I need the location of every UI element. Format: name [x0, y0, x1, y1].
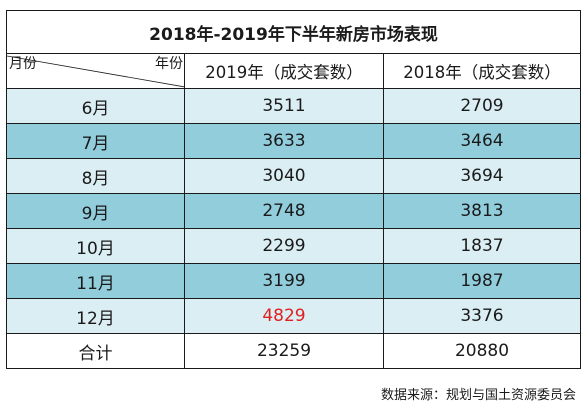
month-cell: 9月 — [6, 193, 185, 229]
table-row: 6月 3511 2709 — [6, 88, 581, 124]
value-2019-cell: 3199 — [184, 263, 384, 299]
total-2019-cell: 23259 — [184, 333, 384, 369]
value-2018-cell: 1837 — [383, 228, 581, 264]
value-2018-cell: 3694 — [383, 158, 581, 194]
value-2019-cell: 2299 — [184, 228, 384, 264]
table-row: 8月 3040 3694 — [6, 158, 581, 194]
month-cell: 11月 — [6, 263, 185, 299]
value-2019-cell: 3511 — [184, 88, 384, 124]
month-cell: 6月 — [6, 88, 185, 124]
month-cell: 12月 — [6, 298, 185, 334]
value-2019-cell: 3633 — [184, 123, 384, 159]
table-title: 2018年-2019年下半年新房市场表现 — [6, 10, 581, 54]
corner-cell: 月份 年份 — [6, 53, 185, 89]
total-label: 合计 — [6, 333, 185, 369]
table-row: 11月 3199 1987 — [6, 263, 581, 299]
value-2019-cell: 3040 — [184, 158, 384, 194]
value-2018-cell: 3376 — [383, 298, 581, 334]
value-2018-cell: 2709 — [383, 88, 581, 124]
table-row: 7月 3633 3464 — [6, 123, 581, 159]
value-2019-cell: 2748 — [184, 193, 384, 229]
corner-diagonal — [7, 55, 184, 88]
housing-sales-table: 2018年-2019年下半年新房市场表现 月份 年份 2019年（成交套数） 2… — [6, 10, 581, 369]
value-2018-cell: 3464 — [383, 123, 581, 159]
table-row: 12月 4829 3376 — [6, 298, 581, 334]
month-cell: 8月 — [6, 158, 185, 194]
total-2018-cell: 20880 — [383, 333, 581, 369]
month-cell: 10月 — [6, 228, 185, 264]
corner-row-label: 月份 — [9, 56, 37, 72]
value-2018-cell: 1987 — [383, 263, 581, 299]
value-2018-cell: 3813 — [383, 193, 581, 229]
column-header-2018: 2018年（成交套数） — [383, 53, 581, 89]
column-header-2019: 2019年（成交套数） — [184, 53, 384, 89]
total-row: 合计 23259 20880 — [6, 333, 581, 369]
header-row: 月份 年份 2019年（成交套数） 2018年（成交套数） — [6, 53, 581, 89]
data-source-note: 数据来源：规划与国土资源委员会 — [380, 388, 576, 403]
table-row: 9月 2748 3813 — [6, 193, 581, 229]
table-row: 10月 2299 1837 — [6, 228, 581, 264]
value-2019-cell-highlight: 4829 — [184, 298, 384, 334]
table-container: 2018年-2019年下半年新房市场表现 月份 年份 2019年（成交套数） 2… — [6, 10, 581, 369]
month-cell: 7月 — [6, 123, 185, 159]
corner-col-label: 年份 — [155, 56, 183, 72]
